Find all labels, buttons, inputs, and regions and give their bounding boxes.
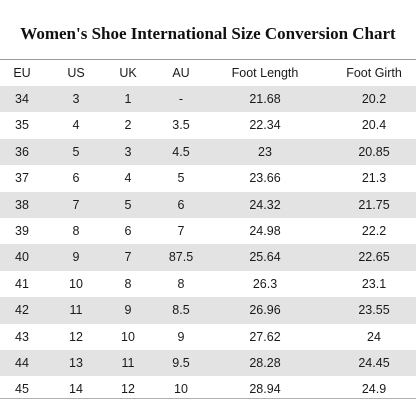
cell-eu: 43 <box>15 329 29 344</box>
cell-us: 6 <box>72 171 80 186</box>
header-au: AU <box>172 66 190 80</box>
cell-us: 3 <box>72 92 80 106</box>
header-us: US <box>67 66 85 80</box>
cell-foot-girth: 24.9 <box>361 382 387 397</box>
cell-foot-girth: 20.4 <box>361 118 387 133</box>
cell-foot-girth: 21.3 <box>361 171 387 186</box>
cell-us: 14 <box>69 382 83 397</box>
cell-eu: 39 <box>15 223 29 238</box>
table-row: 41 10 8 8 26.3 23.1 <box>0 271 416 297</box>
cell-au: 6 <box>177 197 185 212</box>
header-eu: EU <box>13 66 31 80</box>
cell-us: 8 <box>72 223 80 238</box>
cell-us: 7 <box>72 197 80 212</box>
header-uk: UK <box>119 66 137 80</box>
cell-uk: 3 <box>124 144 132 159</box>
cell-au: - <box>178 92 184 106</box>
cell-uk: 4 <box>124 171 132 186</box>
cell-uk: 6 <box>124 223 132 238</box>
cell-foot-girth: 22.65 <box>358 250 390 265</box>
cell-uk: 7 <box>124 250 132 265</box>
cell-uk: 2 <box>124 118 132 133</box>
table-row: 36 5 3 4.5 23 20.85 <box>0 138 416 166</box>
cell-foot-girth: 23.1 <box>361 276 387 291</box>
cell-eu: 38 <box>15 197 29 212</box>
cell-foot-length: 28.94 <box>249 382 281 397</box>
cell-uk: 5 <box>124 197 132 212</box>
cell-eu: 42 <box>15 303 29 318</box>
chart-title: Women's Shoe International Size Conversi… <box>20 24 396 43</box>
cell-foot-length: 24.98 <box>249 223 281 238</box>
cell-au: 3.5 <box>172 118 190 133</box>
table-row: 42 11 9 8.5 26.96 23.55 <box>0 297 416 324</box>
table-body: 34 3 1-21.68 20.2 35 4 2 3.5 22.34 20.4 36 5 3 4.5 23 2… <box>0 86 416 403</box>
table-row: 44 13 11 9.5 28.28 24.45 <box>0 349 416 377</box>
cell-uk: 11 <box>121 355 135 370</box>
cell-us: 5 <box>72 144 80 159</box>
cell-uk: 12 <box>121 382 135 397</box>
cell-foot-length: 23 <box>258 144 272 159</box>
cell-us: 4 <box>72 118 80 133</box>
cell-uk: 8 <box>124 276 132 291</box>
table-row: 35 4 2 3.5 22.34 20.4 <box>0 112 416 138</box>
cell-eu: 36 <box>15 144 29 159</box>
table-header-row: EU US UK AU Foot Length Foot Girth <box>0 60 416 86</box>
cell-foot-length: 27.62 <box>249 329 281 344</box>
table-row: 45 14 12 10 28.94 24.9 <box>0 376 416 402</box>
cell-foot-length: 22.34 <box>249 118 281 133</box>
cell-au: 5 <box>177 171 185 186</box>
cell-us: 10 <box>69 276 83 291</box>
cell-us: 9 <box>72 250 80 265</box>
cell-foot-girth: 22.2 <box>361 223 387 238</box>
cell-eu: 35 <box>15 118 29 133</box>
cell-foot-length: 21.68 <box>249 92 281 106</box>
header-foot-length: Foot Length <box>231 66 299 80</box>
cell-foot-length: 26.3 <box>252 276 278 291</box>
cell-au: 9.5 <box>172 355 190 370</box>
cell-uk: 1 <box>124 92 132 106</box>
cell-foot-length: 26.96 <box>249 303 281 318</box>
cell-eu: 44 <box>15 355 29 370</box>
cell-au: 4.5 <box>172 144 190 159</box>
cell-uk: 10 <box>121 329 135 344</box>
table-row: 43 12 10 9 27.62 24 <box>0 324 416 350</box>
cell-foot-girth: 23.55 <box>358 303 390 318</box>
cell-foot-girth: 20.85 <box>358 144 390 159</box>
cell-foot-length: 25.64 <box>249 250 281 265</box>
cell-eu: 37 <box>15 171 29 186</box>
cell-eu: 34 <box>15 92 29 106</box>
cell-au: 9 <box>177 329 185 344</box>
cell-eu: 45 <box>15 382 29 397</box>
cell-eu: 41 <box>15 276 29 291</box>
size-table: EU US UK AU Foot Length Foot Girth 34 3 1-… <box>0 59 416 403</box>
cell-au: 8.5 <box>172 303 190 318</box>
cell-eu: 40 <box>15 250 29 265</box>
cell-au: 8 <box>177 276 185 291</box>
header-foot-girth: Foot Girth <box>346 66 402 80</box>
table-row: 34 3 1 - 21.68 20.2 <box>0 86 416 113</box>
cell-us: 11 <box>69 303 83 318</box>
table-row: 40 9 7 87.5 25.64 22.65 <box>0 244 416 271</box>
cell-au: 87.5 <box>168 250 194 265</box>
cell-foot-girth: 21.75 <box>358 197 390 212</box>
cell-au: 7 <box>177 223 185 238</box>
cell-foot-girth: 24 <box>367 329 381 344</box>
cell-us: 13 <box>69 355 83 370</box>
cell-au: 10 <box>174 382 188 397</box>
cell-uk: 9 <box>124 303 132 318</box>
cell-us: 12 <box>69 329 83 344</box>
cell-foot-length: 24.32 <box>249 197 281 212</box>
cell-foot-girth: 24.45 <box>358 355 390 370</box>
table-row: 38 7 5 6 24.32 21.75 <box>0 191 416 218</box>
cell-foot-length: 28.28 <box>249 355 281 370</box>
table-row: 37 6 4 5 23.66 21.3 <box>0 165 416 191</box>
table-bottom-rule <box>0 398 416 399</box>
cell-foot-girth: 20.2 <box>361 92 387 106</box>
table-row: 39 8 6 7 24.98 22.2 <box>0 218 416 244</box>
cell-foot-length: 23.66 <box>249 171 281 186</box>
